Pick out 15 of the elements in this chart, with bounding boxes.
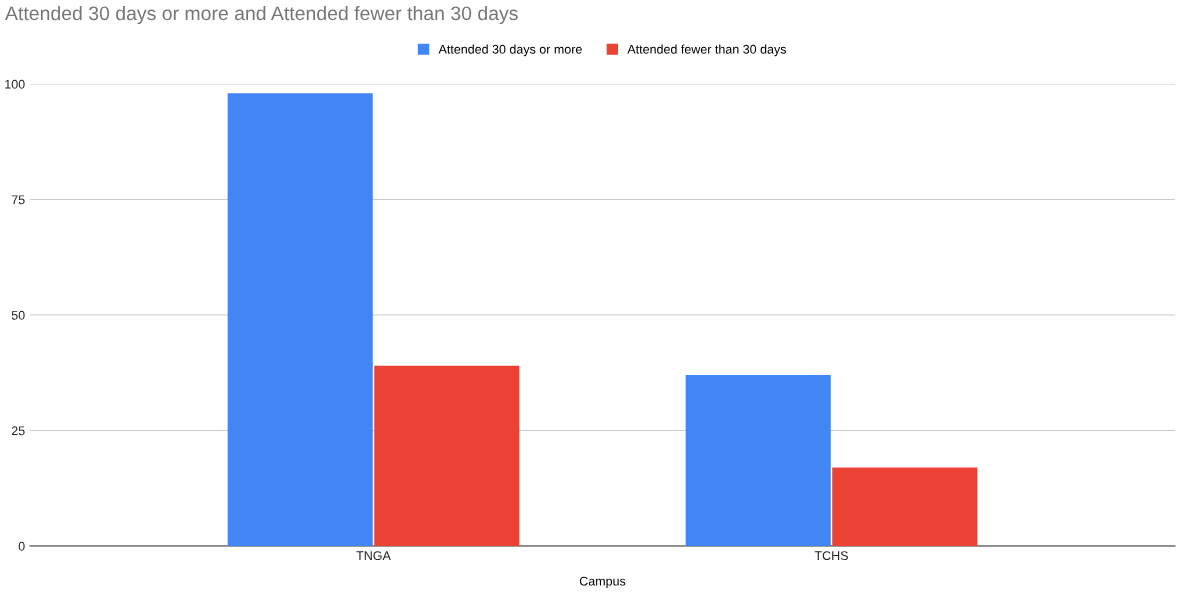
- y-tick-label: 0: [18, 541, 25, 551]
- y-tick-label: 75: [11, 195, 25, 205]
- bar: [685, 375, 831, 546]
- chart-title: Attended 30 days or more and Attended fewer than 30 days: [5, 5, 518, 25]
- y-tick-label: 100: [5, 79, 25, 89]
- bar: [832, 467, 978, 546]
- legend-label: Attended 30 days or more: [438, 44, 582, 57]
- bar: [227, 93, 373, 546]
- x-tick-label: TNGA: [356, 551, 391, 561]
- bar: [374, 365, 520, 546]
- y-tick-label: 25: [11, 426, 25, 436]
- x-axis-title: Campus: [579, 576, 626, 589]
- legend-label: Attended fewer than 30 days: [627, 44, 787, 57]
- x-tick-label: TCHS: [814, 551, 848, 561]
- y-tick-label: 50: [11, 310, 25, 320]
